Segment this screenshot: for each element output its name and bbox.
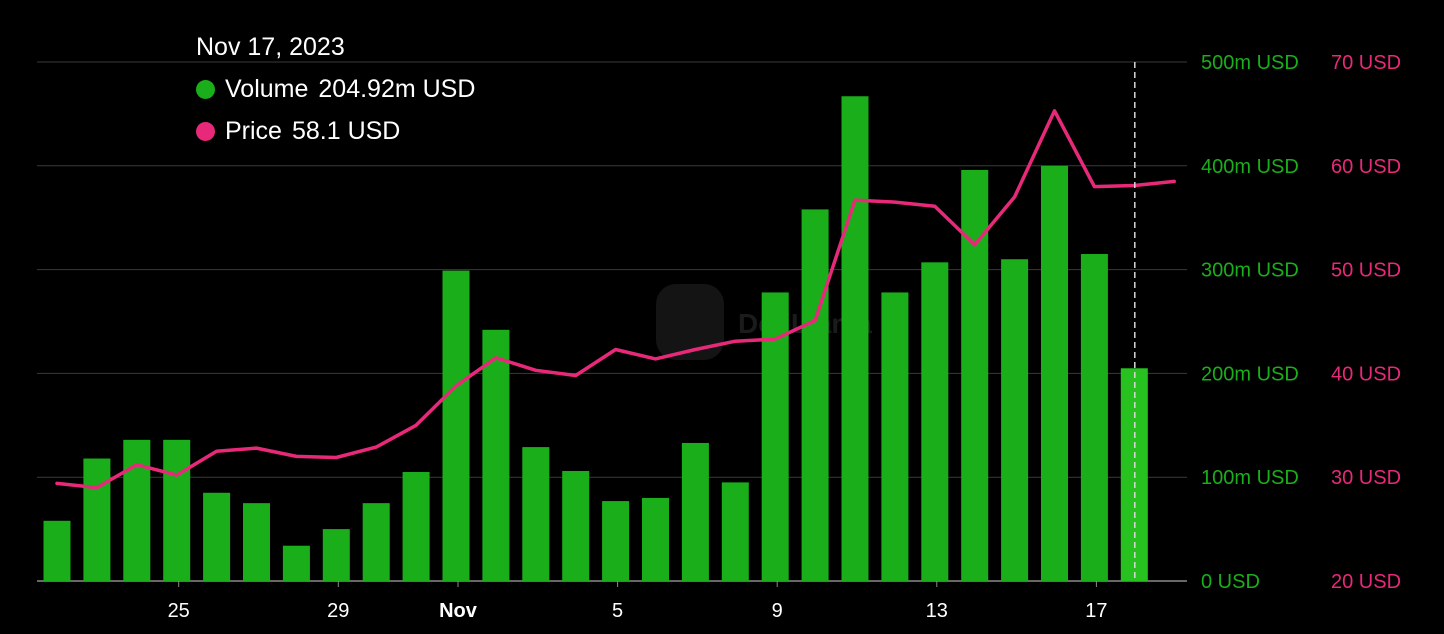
volume-bar bbox=[1001, 259, 1029, 581]
x-tick-label: 13 bbox=[926, 600, 948, 622]
volume-bar bbox=[362, 503, 390, 581]
y-left-tick-label: 400m USD bbox=[1201, 156, 1299, 178]
volume-bar bbox=[282, 545, 310, 581]
volume-bar bbox=[43, 520, 71, 581]
x-tick-label: 9 bbox=[772, 600, 783, 622]
y-left-tick-label: 300m USD bbox=[1201, 260, 1299, 282]
volume-bar bbox=[322, 529, 350, 581]
price-line bbox=[55, 109, 1176, 490]
price-value: 58.1 USD bbox=[291, 117, 401, 145]
tooltip-volume-row: Volume 204.92m USD bbox=[196, 68, 475, 110]
volume-bars bbox=[43, 96, 1148, 582]
y-right-tick-label: 20 USD bbox=[1331, 571, 1401, 593]
watermark-logo bbox=[656, 284, 724, 360]
y-right-tick-label: 60 USD bbox=[1331, 156, 1401, 178]
y-left-tick-label: 100m USD bbox=[1201, 467, 1299, 489]
volume-bar bbox=[1041, 165, 1068, 582]
price-line-group bbox=[55, 109, 1176, 490]
volume-bar bbox=[681, 442, 709, 581]
volume-bar bbox=[801, 209, 829, 581]
volume-bar bbox=[402, 472, 430, 581]
volume-bar bbox=[203, 492, 231, 581]
x-axis: 25 29 Nov 5 9 13 17 bbox=[168, 581, 1108, 622]
x-tick-label: 29 bbox=[327, 600, 349, 622]
y-right-tick-label: 30 USD bbox=[1331, 467, 1401, 489]
volume-value: 204.92m USD bbox=[318, 75, 476, 103]
y-right-tick-label: 50 USD bbox=[1331, 260, 1401, 282]
volume-bar bbox=[1080, 254, 1108, 581]
volume-bar bbox=[83, 458, 111, 581]
volume-bar bbox=[163, 439, 191, 581]
volume-bar bbox=[881, 292, 909, 581]
volume-label: Volume bbox=[225, 75, 309, 103]
y-left-tick-label: 500m USD bbox=[1201, 52, 1299, 74]
x-tick-label: 5 bbox=[612, 600, 623, 622]
tooltip: Nov 17, 2023 Volume 204.92m USD Price 58… bbox=[196, 26, 475, 152]
volume-bar bbox=[522, 447, 550, 581]
volume-bar bbox=[602, 501, 630, 581]
volume-bar bbox=[721, 482, 749, 581]
volume-bar bbox=[642, 497, 669, 581]
y-right-tick-label: 40 USD bbox=[1331, 363, 1401, 385]
y-axis-volume: 0 USD 100m USD 200m USD 300m USD 400m USD 500… bbox=[1201, 52, 1299, 593]
volume-bar bbox=[243, 503, 270, 581]
volume-bar bbox=[442, 270, 470, 581]
x-tick-label: Nov bbox=[439, 600, 478, 622]
volume-bar bbox=[841, 96, 869, 581]
y-left-tick-label: 200m USD bbox=[1201, 363, 1299, 385]
tooltip-date: Nov 17, 2023 bbox=[196, 33, 345, 61]
x-tick-label: 17 bbox=[1085, 600, 1107, 622]
grid-lines bbox=[37, 61, 1187, 582]
x-tick-label: 25 bbox=[168, 600, 190, 622]
volume-bar bbox=[921, 262, 949, 581]
price-label: Price bbox=[225, 117, 282, 145]
tooltip-price-row: Price 58.1 USD bbox=[196, 110, 475, 152]
y-right-tick-label: 70 USD bbox=[1331, 52, 1401, 74]
volume-bar bbox=[482, 329, 510, 581]
volume-legend-dot bbox=[196, 79, 215, 99]
volume-bar bbox=[123, 439, 151, 581]
volume-bar bbox=[562, 470, 590, 581]
price-legend-dot bbox=[196, 121, 215, 141]
y-left-tick-label: 0 USD bbox=[1201, 571, 1260, 593]
y-axis-price: 20 USD 30 USD 40 USD 50 USD 60 USD 70 USD bbox=[1331, 52, 1401, 593]
